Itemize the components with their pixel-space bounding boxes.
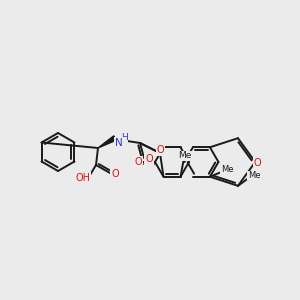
- Text: O: O: [157, 145, 164, 155]
- Text: Me: Me: [221, 165, 233, 174]
- Text: O: O: [134, 157, 142, 167]
- Text: O: O: [254, 158, 261, 168]
- Text: O: O: [145, 154, 153, 164]
- Text: H: H: [121, 133, 128, 142]
- Text: Me: Me: [248, 171, 260, 180]
- Text: O: O: [111, 169, 119, 179]
- Text: OH: OH: [76, 173, 91, 183]
- Text: N: N: [115, 138, 123, 148]
- Polygon shape: [98, 136, 116, 148]
- Text: Me: Me: [178, 151, 191, 160]
